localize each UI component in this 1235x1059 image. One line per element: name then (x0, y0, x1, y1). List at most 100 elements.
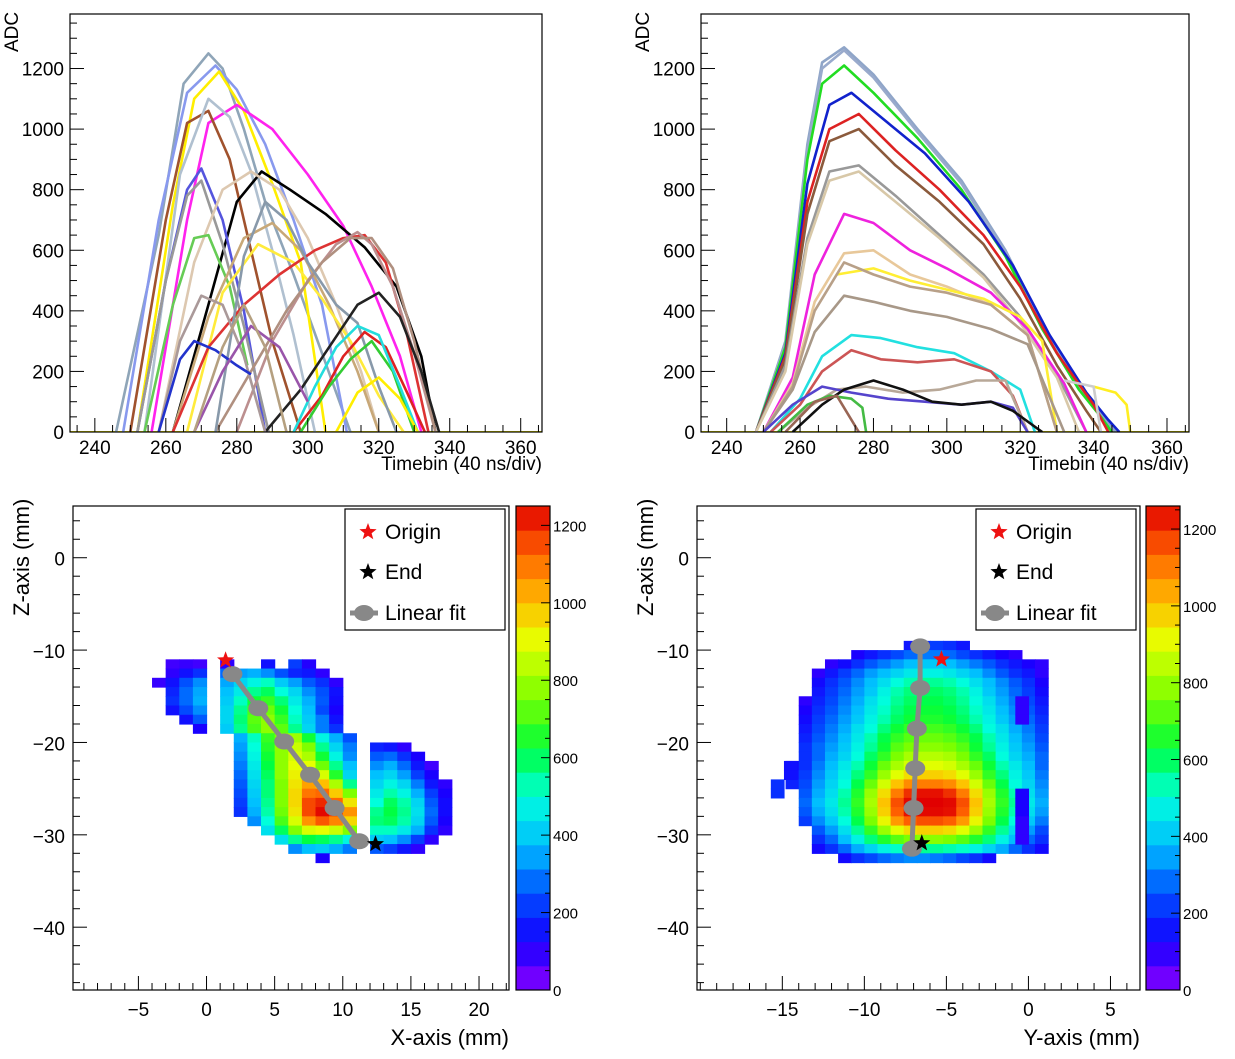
heatmap-cell (890, 853, 905, 864)
heatmap-cell (969, 714, 984, 725)
heatmap-cell (903, 696, 918, 707)
heatmap-cell (956, 807, 970, 817)
heatmap-cell (864, 853, 879, 864)
y-axis-label: ADC (633, 12, 654, 52)
colorbar-frame (515, 505, 551, 991)
heatmap-cell (969, 687, 984, 697)
heatmap-cell (247, 760, 262, 771)
heatmap-cell (233, 788, 248, 799)
heatmap-cell (995, 788, 1010, 799)
heatmap-cell (438, 816, 453, 827)
heatmap-cell (943, 751, 957, 762)
waveform-panel-x: 0 200 400 600 800 1000 1200 240 260 280 300 320 340 3… (2, 12, 543, 475)
heatmap-cell (982, 770, 997, 781)
linear-fit-point (910, 638, 931, 655)
heatmap-cell (383, 797, 398, 808)
heatmap-cell (824, 687, 839, 697)
heatmap-cell (1034, 816, 1049, 827)
heatmap-cell (877, 797, 892, 808)
heatmap-cell (956, 677, 970, 688)
heatmap-cell (969, 733, 984, 744)
heatmap-cell (890, 760, 905, 771)
heatmap-cell (1034, 723, 1049, 734)
heatmap-cell (1034, 797, 1049, 808)
heatmap-cell (315, 714, 330, 725)
heatmap-cell (261, 797, 276, 808)
heatmap-cell (838, 705, 852, 716)
colorbar-segment (516, 941, 550, 967)
heatmap-cell (261, 668, 276, 679)
heatmap-cell (370, 751, 385, 762)
heatmap-cell (838, 751, 852, 762)
heatmap-cell (233, 779, 248, 790)
heatmap-cell (864, 816, 879, 827)
heatmap-cell (288, 788, 303, 799)
heatmap-cell (165, 696, 180, 707)
heatmap-cell (179, 668, 194, 679)
heatmap-cell (397, 816, 412, 827)
heatmap-cell (929, 760, 944, 771)
heatmap-cell (192, 677, 208, 688)
heatmap-cell (877, 770, 892, 781)
heatmap-cell (824, 696, 839, 707)
waveform-line-19 (157, 294, 267, 432)
heatmap-cell (864, 659, 879, 670)
heatmap-cell (864, 650, 879, 660)
heatmap-cell (192, 687, 208, 697)
colorbar-segment (516, 772, 550, 797)
linear-fit-point (274, 733, 295, 750)
heatmap-cell (916, 807, 931, 817)
heatmap-cell (342, 807, 357, 817)
heatmap-cell (1021, 687, 1036, 697)
heatmap-cell (152, 677, 167, 688)
heatmap-cell (301, 760, 317, 771)
heatmap-panel-yz: 0 −10 −20 −30 −40 −15 −10 −5 0 5 Y-axis (mm) Z-axis… (633, 499, 1216, 1050)
heatmap-cell (877, 779, 892, 790)
heatmap-cell (956, 816, 970, 827)
heatmap-cell (315, 797, 330, 808)
heatmap-cell (824, 733, 839, 744)
heatmap-cell (929, 779, 944, 790)
heatmap-cell (877, 751, 892, 762)
heatmap-cell (233, 797, 248, 808)
waveform-line-20 (157, 339, 252, 432)
heatmap-cell (824, 723, 839, 734)
heatmap-cell (438, 779, 453, 790)
heatmap-cell (342, 770, 357, 781)
legend-origin-label: Origin (1016, 521, 1072, 544)
heatmap-cell (342, 760, 357, 771)
heatmap-cell (785, 779, 800, 790)
heatmap-cell (274, 834, 289, 845)
heatmap-cell (890, 844, 905, 854)
heatmap-cell (864, 788, 879, 799)
x-tick-label: 280 (221, 438, 253, 459)
heatmap-cell (969, 779, 984, 790)
heatmap-cell (233, 807, 248, 817)
heatmap-cell (1015, 825, 1030, 836)
heatmap-cell (370, 807, 385, 817)
waveform-line-20 (777, 394, 868, 432)
heatmap-cell (969, 825, 984, 836)
heatmap-cell (288, 714, 303, 725)
heatmap-cell (1008, 770, 1023, 781)
heatmap-cell (274, 797, 289, 808)
heatmap-cell (233, 742, 248, 753)
heatmap-cell (995, 723, 1010, 734)
heatmap-cell (851, 797, 865, 808)
heatmap-cell (929, 788, 944, 799)
heatmap-cell (383, 816, 398, 827)
heatmap-cell (943, 807, 957, 817)
heatmap-cell (288, 816, 303, 827)
heatmap-cell (1015, 834, 1030, 845)
heatmap-cell (301, 834, 317, 845)
heatmap-cell (329, 723, 344, 734)
heatmap-cell (943, 733, 957, 744)
heatmap-cell (261, 687, 276, 697)
heatmap-cell (261, 677, 276, 688)
x-tick-label: 340 (1078, 438, 1110, 459)
heatmap-cell (903, 714, 918, 725)
heatmap-cell (274, 807, 289, 817)
heatmap-cell (811, 825, 826, 836)
heatmap-cell (438, 825, 453, 836)
heatmap-cell (969, 659, 984, 670)
